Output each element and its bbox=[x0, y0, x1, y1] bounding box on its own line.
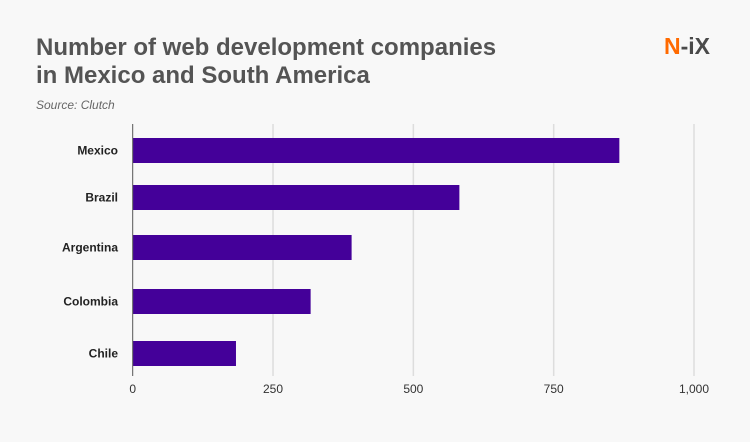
bar-colombia bbox=[132, 289, 311, 314]
bar-mexico bbox=[132, 138, 620, 163]
category-label: Brazil bbox=[85, 191, 118, 205]
n-ix-logo: N-iX bbox=[664, 33, 711, 59]
bar-argentina bbox=[132, 235, 352, 260]
bar-chile bbox=[132, 341, 236, 366]
x-tick-label: 1,000 bbox=[679, 382, 709, 396]
category-label: Mexico bbox=[77, 144, 118, 158]
x-tick-label: 250 bbox=[263, 382, 283, 396]
title-line-2: in Mexico and South America bbox=[36, 62, 370, 89]
category-label: Chile bbox=[89, 347, 119, 361]
category-label: Colombia bbox=[63, 295, 118, 309]
source-note: Source: Clutch bbox=[36, 98, 115, 112]
x-tick-label: 0 bbox=[129, 382, 136, 396]
bar-brazil bbox=[132, 185, 460, 210]
x-tick-label: 750 bbox=[544, 382, 564, 396]
x-tick-label: 500 bbox=[403, 382, 423, 396]
title-line-1: Number of web development companies bbox=[36, 34, 497, 61]
chart-title: Number of web development companies in M… bbox=[36, 34, 496, 90]
category-label: Argentina bbox=[62, 241, 118, 255]
